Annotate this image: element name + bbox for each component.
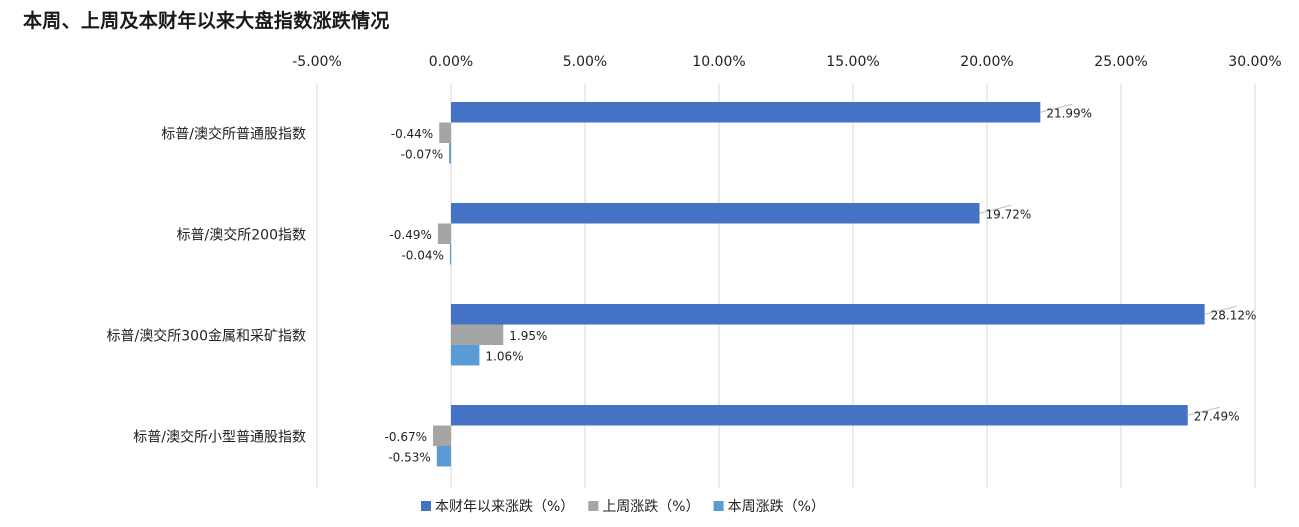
data-label: -0.49% [389,228,431,242]
x-tick-label: 25.00% [1094,54,1147,70]
bar [451,304,1205,325]
legend-swatch [588,501,599,511]
legend-entry: 上周涨跌（%） [602,499,699,515]
bar [433,425,451,446]
data-label: 1.95% [509,329,547,343]
bar [451,203,980,224]
data-label: 21.99% [1046,106,1092,120]
legend-swatch [421,501,431,511]
data-label: -0.07% [401,147,443,161]
bar [436,446,451,467]
x-tick-label: 0.00% [429,54,473,70]
bar [451,405,1188,426]
data-label: -0.53% [388,450,430,464]
x-tick-label: -5.00% [292,54,342,70]
label-leader-line [1204,305,1237,315]
category-label: 标普/澳交所200指数 [177,226,306,243]
data-label: 1.06% [485,349,523,363]
data-labels: 21.99% 19.72% 28.12% 27.49% -0.44% -0.49% 1.95… [385,103,1257,464]
category-labels: 标普/澳交所普通股指数标普/澳交所200指数标普/澳交所300金属和采矿指数标普… [107,125,306,445]
bar [451,102,1041,123]
legend-swatch [713,501,724,511]
bar [437,223,451,244]
data-label: -0.67% [385,430,427,444]
category-label: 标普/澳交所300金属和采矿指数 [107,327,306,344]
bar [439,122,451,143]
bar [449,244,452,265]
data-label: -0.04% [401,248,443,262]
bar [449,143,451,164]
legend-entry: 本周涨跌（%） [728,499,825,515]
bars [433,102,1205,467]
label-leader-line [979,204,1012,214]
category-label: 标普/澳交所小型普通股指数 [133,428,306,445]
data-label: 28.12% [1211,308,1257,322]
label-leader-line [1187,406,1220,416]
x-tick-label: 20.00% [960,54,1013,70]
data-label: -0.44% [391,127,433,141]
legend-entry: 本财年以来涨跌（%） [435,499,574,515]
bar [451,345,480,366]
bar [451,324,504,345]
category-label: 标普/澳交所普通股指数 [161,125,306,142]
x-axis-ticks: -5.00% 0.00% 5.00% 10.00% 15.00% 20.00% 25.00%… [292,54,1281,70]
gridlines [316,84,1256,488]
data-label: 19.72% [985,207,1031,221]
x-tick-label: 30.00% [1228,54,1281,70]
data-label: 27.49% [1194,409,1240,423]
x-tick-label: 10.00% [692,54,745,70]
legend: 本财年以来涨跌（%） 上周涨跌（%） 本周涨跌（%） [421,499,825,515]
x-tick-label: 15.00% [826,54,879,70]
x-tick-label: 5.00% [563,54,607,70]
chart-title: 本周、上周及本财年以来大盘指数涨跌情况 [23,10,390,32]
label-leader-line [1040,103,1073,113]
